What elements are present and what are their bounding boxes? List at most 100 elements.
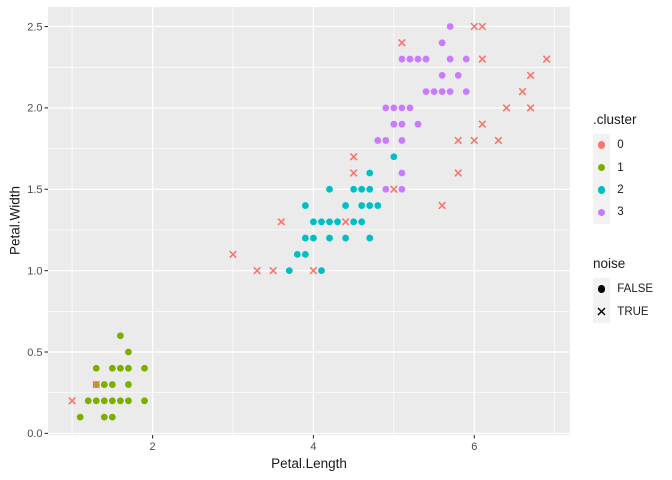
data-point (390, 120, 398, 128)
data-point (406, 104, 414, 112)
data-point (358, 185, 366, 193)
data-point (141, 364, 148, 372)
data-point (141, 397, 148, 405)
data-point (374, 202, 382, 209)
data-point-noise (454, 136, 463, 145)
y-axis-title: Petal.Width (7, 185, 23, 256)
legend-item-noise-false: FALSE (593, 278, 653, 301)
data-point (342, 202, 349, 209)
data-point (414, 55, 422, 63)
data-point (301, 234, 309, 242)
data-point (422, 88, 430, 96)
data-point-noise (518, 87, 527, 96)
data-point-noise (277, 217, 286, 226)
legend-item-cluster-1: 1 (593, 156, 637, 179)
data-point (318, 218, 325, 226)
data-point (374, 137, 382, 144)
data-point (414, 120, 422, 128)
legend-key-box (593, 201, 611, 224)
y-tick-label: 1.5 (27, 184, 42, 196)
legend-item-cluster-3: 3 (593, 201, 637, 224)
legend-noise: noise FALSE TRUE (593, 256, 653, 323)
data-point (430, 88, 438, 96)
legend-cluster-title: .cluster (593, 112, 637, 127)
data-point (100, 413, 108, 421)
legend-key-box (593, 300, 611, 323)
data-point-noise (253, 266, 261, 275)
x-tick-label: 2 (149, 441, 155, 453)
data-point (100, 397, 108, 405)
legend-item-label: TRUE (617, 305, 649, 318)
data-point (125, 397, 132, 405)
legend-item-noise-true: TRUE (593, 300, 653, 323)
legend-key-box (593, 156, 611, 179)
data-point-noise (92, 380, 101, 389)
data-point (76, 413, 84, 421)
data-point-noise (349, 169, 358, 177)
data-point (398, 137, 406, 144)
legend-item-cluster-0: 0 (593, 134, 637, 157)
y-tick-label: 2.0 (27, 103, 42, 115)
data-point (310, 218, 317, 226)
data-point (108, 397, 116, 405)
data-point-noise (478, 55, 487, 63)
data-point-noise (349, 152, 358, 161)
x-tick-label: 6 (471, 441, 477, 453)
x-tick-label: 4 (310, 441, 316, 453)
data-point (108, 364, 116, 372)
cluster-0-dot-icon (597, 141, 606, 149)
data-point (382, 185, 390, 193)
data-point (454, 71, 462, 79)
data-point (366, 169, 374, 177)
data-point (326, 218, 333, 226)
data-point (382, 104, 390, 112)
data-point (390, 153, 398, 161)
data-point-noise (494, 136, 503, 145)
data-point-noise (269, 266, 278, 275)
data-point (358, 202, 366, 209)
data-point (350, 218, 358, 226)
data-point (462, 88, 470, 96)
legend-noise-title: noise (593, 256, 626, 271)
data-point (398, 55, 406, 63)
data-point (125, 381, 132, 388)
cluster-1-dot-icon (597, 163, 606, 172)
data-point (326, 234, 333, 242)
data-point-noise (341, 217, 350, 226)
data-point-noise (229, 250, 237, 259)
legend-item-label: 0 (617, 139, 624, 152)
cluster-3-dot-icon (597, 208, 606, 217)
legend-item-label: 1 (617, 161, 624, 174)
data-point-noise (470, 136, 479, 145)
data-point (92, 364, 100, 372)
data-point (108, 413, 116, 421)
data-point-noise (478, 22, 487, 31)
legend-item-cluster-2: 2 (593, 178, 637, 202)
data-point (398, 169, 406, 177)
data-point-noise (68, 396, 76, 405)
data-point (422, 55, 430, 63)
data-point (301, 202, 309, 209)
data-point (406, 55, 414, 63)
data-point-noise (438, 201, 446, 210)
data-point-noise (398, 38, 406, 47)
data-point (398, 185, 406, 193)
data-point-noise (502, 104, 511, 112)
data-point-noise (309, 266, 318, 275)
legend-key-box (593, 134, 611, 157)
data-point (84, 397, 92, 405)
data-point (342, 234, 349, 242)
x-axis-title: Petal.Length (271, 456, 347, 471)
data-point (438, 88, 446, 96)
data-point (438, 39, 446, 47)
data-point (334, 218, 341, 226)
data-point (116, 332, 124, 340)
data-point (366, 202, 374, 209)
data-point (350, 185, 358, 193)
cluster-2-dot-icon (597, 186, 606, 194)
y-tick-label: 2.5 (27, 21, 42, 33)
data-point (318, 267, 325, 275)
data-point (116, 364, 124, 372)
